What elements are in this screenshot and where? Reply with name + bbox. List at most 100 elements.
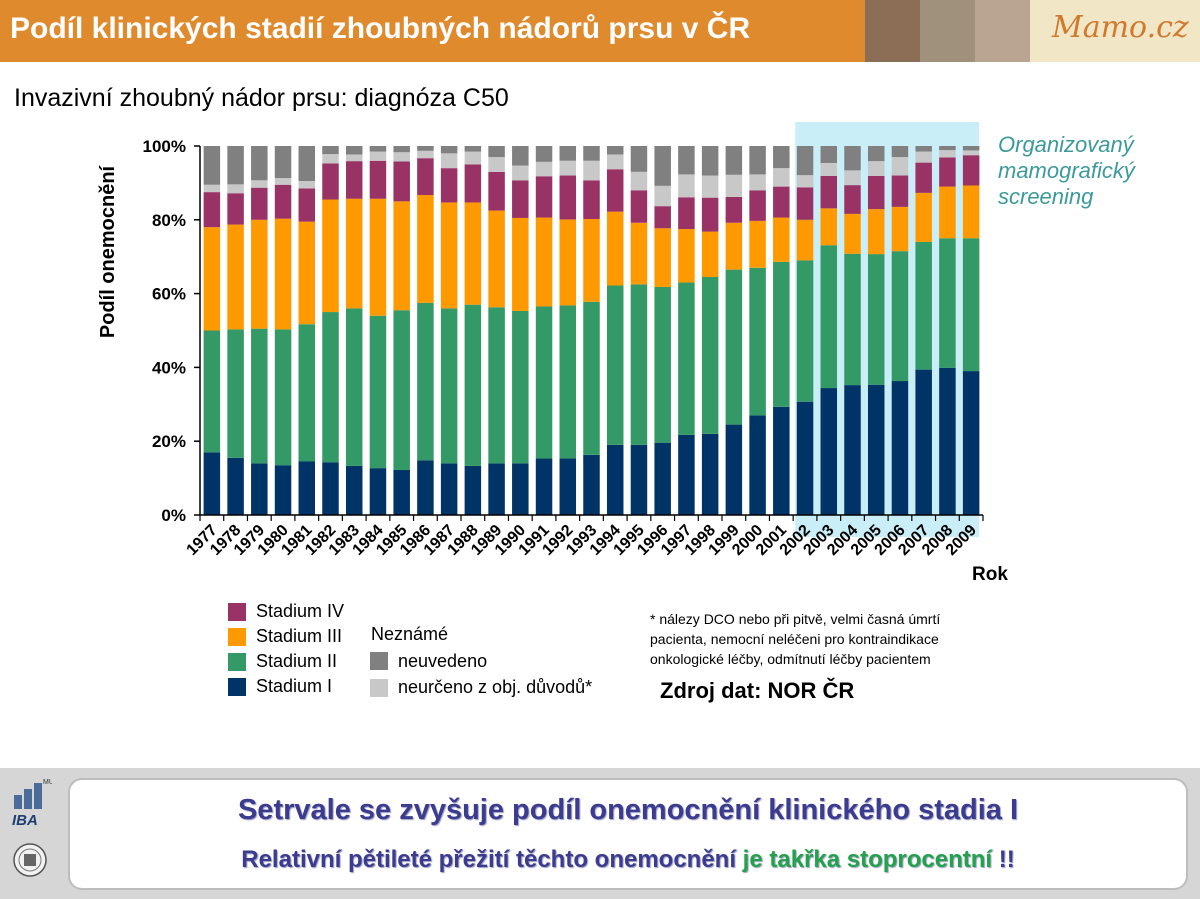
bar-1994-series-0 — [606, 444, 624, 515]
bar-1993-series-2 — [583, 219, 600, 302]
footnote: * nálezy DCO nebo při pitvě, velmi časná… — [650, 609, 980, 669]
bar-1999-series-4 — [725, 174, 743, 197]
bar-1985-series-3 — [393, 161, 410, 202]
bar-1990-series-0 — [512, 463, 529, 515]
bar-1997-series-4 — [678, 174, 695, 198]
bar-1998-series-2 — [701, 231, 719, 277]
screening-annotation: Organizovaný mamografický screening — [998, 132, 1135, 210]
bar-2006-series-4 — [891, 157, 909, 176]
bar-1988-series-0 — [464, 465, 482, 515]
bar-2009-series-3 — [962, 155, 980, 186]
bar-1984-series-4 — [369, 151, 387, 161]
brand-logo[interactable]: Mamo.cz — [1052, 10, 1189, 45]
bar-1997-series-2 — [678, 229, 695, 283]
bar-1983-series-0 — [345, 465, 363, 515]
bar-2005-series-3 — [867, 175, 885, 210]
bar-1982-series-5 — [322, 146, 339, 155]
bar-1979-series-5 — [251, 146, 268, 181]
bar-1997-series-5 — [678, 146, 695, 175]
bar-1978-series-1 — [227, 329, 244, 458]
bar-2004-series-2 — [844, 213, 861, 254]
bar-1983-series-1 — [345, 308, 363, 466]
bar-2004-series-1 — [844, 253, 861, 386]
y-tick-label-2: 40% — [152, 358, 186, 377]
bar-1995-series-4 — [630, 171, 648, 191]
bar-1990-series-3 — [512, 180, 529, 218]
bar-2000-series-1 — [749, 267, 766, 416]
bar-2008-series-5 — [939, 146, 956, 151]
bar-2000-series-2 — [749, 220, 766, 268]
bar-1982-series-2 — [322, 199, 339, 313]
bar-2003-series-3 — [820, 175, 838, 209]
university-seal-icon[interactable] — [12, 842, 48, 878]
bar-1995-series-3 — [630, 190, 648, 223]
bar-2003-series-1 — [820, 245, 838, 389]
bar-1995-series-2 — [630, 222, 648, 285]
brand-panel — [1030, 0, 1200, 62]
bar-1990-series-5 — [512, 146, 529, 166]
bar-1992-series-2 — [559, 219, 577, 306]
bar-1994-series-2 — [606, 211, 624, 286]
legend-unknown-header: Neznámé — [371, 624, 449, 644]
bar-2007-series-5 — [915, 146, 932, 152]
bar-1990-series-1 — [512, 310, 529, 464]
bar-1991-series-2 — [535, 217, 553, 307]
bar-2008-series-3 — [939, 157, 956, 187]
bar-1977-series-5 — [203, 146, 221, 185]
bar-1979-series-2 — [251, 219, 268, 329]
bar-1980-series-2 — [274, 218, 292, 330]
data-source: Zdroj dat: NOR ČR — [660, 678, 855, 703]
bar-1993-series-1 — [583, 301, 600, 455]
bar-1979-series-0 — [251, 463, 268, 515]
bar-1980-series-1 — [274, 329, 292, 466]
screening-line-1: Organizovaný — [998, 132, 1134, 157]
legend-swatch-neurceno — [370, 679, 388, 697]
bar-1981-series-1 — [298, 324, 316, 462]
bar-1994-series-4 — [606, 154, 624, 170]
bar-1999-series-5 — [725, 146, 743, 175]
bar-1977-series-0 — [203, 452, 221, 515]
iba-logo-super: MU — [43, 779, 52, 786]
screening-line-3: screening — [998, 184, 1094, 209]
bar-1979-series-1 — [251, 328, 268, 464]
bar-1994-series-1 — [606, 285, 624, 445]
bar-2009-series-1 — [962, 238, 980, 372]
bar-1987-series-4 — [440, 153, 458, 169]
bar-1987-series-3 — [440, 168, 458, 203]
bar-1980-series-0 — [274, 465, 292, 515]
bar-1981-series-2 — [298, 221, 316, 325]
bar-1999-series-2 — [725, 222, 743, 270]
bar-2007-series-0 — [915, 369, 932, 515]
bar-1988-series-1 — [464, 304, 482, 466]
bar-1995-series-1 — [630, 284, 648, 445]
bar-2001-series-5 — [773, 146, 790, 169]
iba-logo-text: IBA — [12, 812, 38, 829]
bar-1992-series-0 — [559, 458, 577, 515]
bar-1992-series-5 — [559, 146, 577, 161]
bar-1996-series-0 — [654, 442, 671, 515]
bar-1994-series-3 — [606, 169, 624, 212]
bar-1996-series-3 — [654, 206, 671, 229]
bar-1988-series-5 — [464, 146, 482, 152]
bar-2006-series-1 — [891, 251, 909, 382]
bar-1984-series-2 — [369, 198, 387, 316]
header-background — [0, 0, 865, 62]
bar-2008-series-0 — [939, 367, 956, 515]
bar-1985-series-4 — [393, 152, 410, 162]
bar-1987-series-2 — [440, 202, 458, 309]
bar-1996-series-4 — [654, 185, 671, 207]
footnote-line-1: * nálezy DCO nebo při pitvě, velmi časná… — [650, 611, 941, 627]
key-message-box: Setrvale se zvyšuje podíl onemocnění kli… — [68, 778, 1188, 890]
bar-2005-series-0 — [867, 384, 885, 515]
bar-2008-series-1 — [939, 238, 956, 368]
y-tick-label-0: 0% — [161, 506, 186, 525]
bar-2004-series-5 — [844, 146, 861, 171]
iba-logo[interactable]: MU IBA — [10, 775, 52, 831]
bar-1990-series-2 — [512, 217, 529, 311]
y-tick-label-4: 80% — [152, 211, 186, 230]
bar-1986-series-0 — [417, 460, 434, 515]
bar-1991-series-4 — [535, 161, 553, 177]
legend-label-stadium-iv: Stadium IV — [256, 601, 345, 621]
bar-1999-series-0 — [725, 424, 743, 515]
bar-1996-series-1 — [654, 286, 671, 443]
